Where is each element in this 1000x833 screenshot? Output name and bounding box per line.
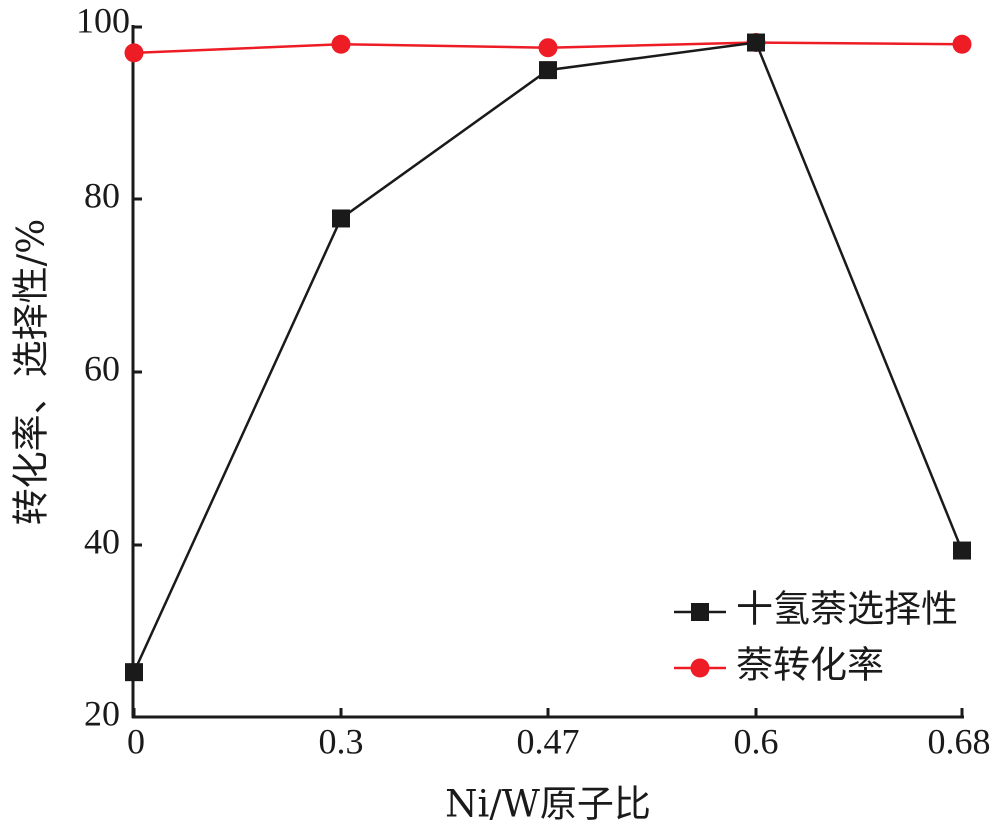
point-selectivity-0 [125,663,143,682]
y-tick-label-40: 40 [84,521,120,561]
plot-area [124,33,972,682]
x-tick-label-0.47: 0.47 [517,721,580,761]
x-tick-label-0.3: 0.3 [319,721,364,761]
x-tick-label-0: 0 [127,721,145,761]
legend-marker-selectivity [691,603,709,621]
legend-item-conversion: 萘转化率 [674,644,884,687]
point-selectivity-0.47 [539,61,557,80]
point-conversion-0.47 [538,38,558,58]
y-axis-title: 转化率、选择性/% [10,219,53,526]
x-tick-label-0.6: 0.6 [734,721,779,761]
point-selectivity-0.3 [332,209,350,228]
series-line-selectivity [132,41,964,673]
point-selectivity-0.6 [747,33,765,52]
point-selectivity-0.68 [953,541,971,560]
x-axis-title: Ni/W原子比 [445,783,651,826]
legend-label-conversion: 萘转化率 [736,644,884,687]
x-axis: 0 0.3 0.47 0.6 0.68 [127,708,991,761]
y-axis: 20 40 60 80 100 [76,0,142,733]
y-tick-label-20: 20 [84,693,120,733]
y-tick-label-80: 80 [84,175,120,215]
legend-item-selectivity: 十氢萘选择性 [674,588,958,631]
point-conversion-0 [124,43,144,63]
y-tick-label-60: 60 [84,348,120,388]
legend: 十氢萘选择性 萘转化率 [674,588,958,687]
legend-label-selectivity: 十氢萘选择性 [736,588,958,631]
legend-marker-conversion [690,658,710,678]
x-tick-label-0.68: 0.68 [928,721,991,761]
point-conversion-0.68 [952,34,972,54]
y-tick-label-100: 100 [76,0,130,40]
point-conversion-0.3 [331,34,351,54]
